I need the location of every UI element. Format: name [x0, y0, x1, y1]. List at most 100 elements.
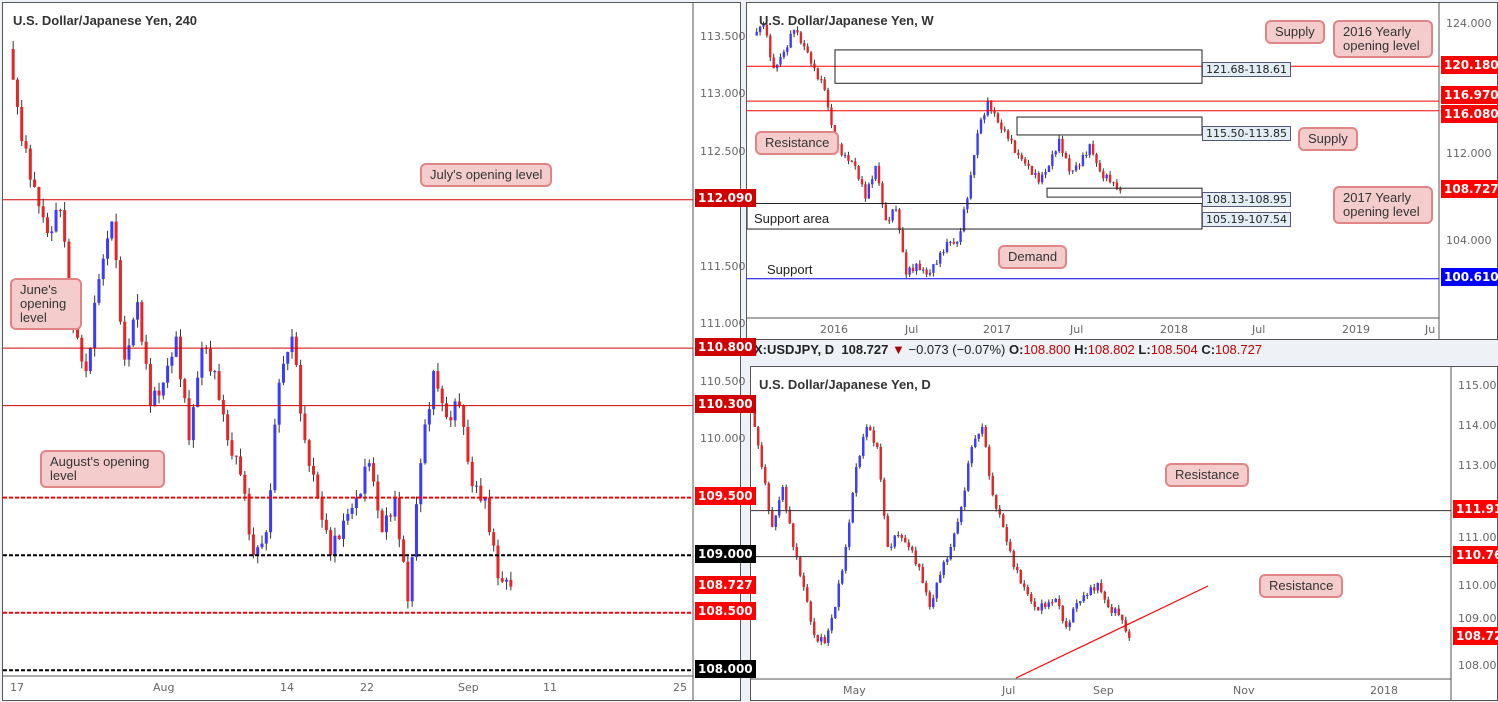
x-tick-label: 14	[280, 681, 294, 694]
x-tick-label: 2017	[983, 323, 1011, 336]
callout-2016-yearly: 2016 Yearly opening level	[1333, 20, 1433, 58]
candle	[307, 440, 311, 466]
symbol: FX:USDJPY, D	[746, 342, 835, 357]
weekly-chart-svg[interactable]	[747, 3, 1497, 339]
candle	[67, 241, 71, 291]
candle	[960, 507, 963, 523]
candle	[1005, 527, 1008, 542]
candle	[1047, 165, 1051, 172]
candle	[851, 492, 854, 523]
daily-chart-panel[interactable]: U.S. Dollar/Japanese Yen, D	[750, 366, 1498, 701]
price-level-tag: 116.080	[1441, 104, 1498, 123]
candle	[1061, 605, 1064, 622]
candle	[862, 436, 865, 457]
candle	[886, 515, 889, 547]
candle	[970, 447, 973, 464]
candle	[487, 497, 491, 533]
candle	[908, 267, 911, 275]
candle	[354, 497, 358, 508]
candle	[911, 547, 914, 551]
candle	[1071, 170, 1074, 172]
candle	[914, 550, 917, 565]
x-tick-label: Sep	[1093, 684, 1114, 697]
candle	[148, 363, 152, 406]
candle	[1112, 182, 1115, 184]
candle	[857, 165, 860, 180]
callout-supply-1: Supply	[1265, 20, 1325, 44]
candle	[820, 79, 823, 81]
candle	[1037, 607, 1040, 611]
x-tick-label: Sep	[458, 681, 479, 694]
candle	[311, 465, 315, 475]
candle	[779, 57, 782, 65]
candle	[918, 564, 921, 567]
candle	[1107, 599, 1110, 607]
candle	[33, 179, 37, 188]
candle	[410, 557, 414, 602]
candle	[320, 497, 324, 520]
candle	[453, 401, 457, 421]
candle	[953, 533, 956, 547]
candle	[935, 582, 938, 599]
candle	[436, 371, 440, 389]
zone-label: 105.19-107.54	[1202, 212, 1291, 227]
price-level-tag: 109.500	[695, 487, 756, 506]
candle	[949, 241, 952, 243]
h4-chart-svg[interactable]	[3, 3, 740, 700]
trendline[interactable]	[1015, 585, 1209, 679]
candle	[200, 348, 204, 378]
candle	[764, 467, 767, 484]
candle	[995, 495, 998, 509]
candle	[1051, 602, 1054, 604]
y-tick-label: 115.000	[1458, 379, 1498, 392]
candle	[1003, 129, 1006, 131]
callout-resistance-w: Resistance	[755, 131, 840, 155]
candle	[981, 427, 984, 434]
callout-supply-2: Supply	[1298, 127, 1358, 151]
candle	[963, 490, 966, 507]
x-tick-label: May	[843, 684, 866, 697]
candle	[785, 487, 788, 510]
candle	[816, 635, 819, 642]
candle	[1074, 165, 1078, 171]
candle	[858, 456, 861, 467]
candle	[1091, 144, 1095, 155]
candle	[243, 474, 247, 494]
open-value: 108.800	[1023, 342, 1071, 357]
candle	[897, 535, 900, 536]
y-tick-label: 111.000	[1458, 531, 1498, 545]
candle	[753, 407, 756, 427]
x-tick-label: Nov	[1233, 684, 1255, 697]
price-level-tag: 108.000	[695, 659, 756, 678]
candle	[1027, 163, 1030, 166]
candle	[884, 204, 888, 221]
h4-chart-panel[interactable]: U.S. Dollar/Japanese Yen, 240	[2, 2, 741, 701]
current-price-tag: 108.727	[695, 576, 756, 595]
candle	[350, 507, 354, 514]
candle	[63, 210, 67, 242]
candle	[758, 26, 762, 32]
candle	[88, 348, 92, 372]
candle	[799, 32, 803, 43]
candle	[872, 430, 875, 443]
candle	[772, 57, 775, 69]
candle	[1054, 599, 1057, 603]
candle	[1081, 154, 1085, 166]
candle	[1079, 601, 1082, 603]
candle	[830, 617, 833, 631]
candle	[1088, 144, 1091, 155]
candle	[778, 500, 781, 516]
candle	[1114, 608, 1117, 613]
y-tick-label: 113.500	[700, 29, 746, 43]
candle	[1117, 608, 1120, 615]
candle	[1023, 159, 1027, 164]
y-tick-label: 112.000	[1446, 147, 1492, 161]
candle	[213, 371, 217, 373]
daily-chart-svg[interactable]	[751, 367, 1497, 700]
y-tick-label: 110.000	[700, 432, 746, 446]
weekly-chart-panel[interactable]: U.S. Dollar/Japanese Yen, W	[746, 2, 1498, 340]
candle	[110, 221, 114, 239]
candle	[479, 485, 483, 501]
candle	[974, 438, 977, 447]
candle	[834, 607, 837, 618]
